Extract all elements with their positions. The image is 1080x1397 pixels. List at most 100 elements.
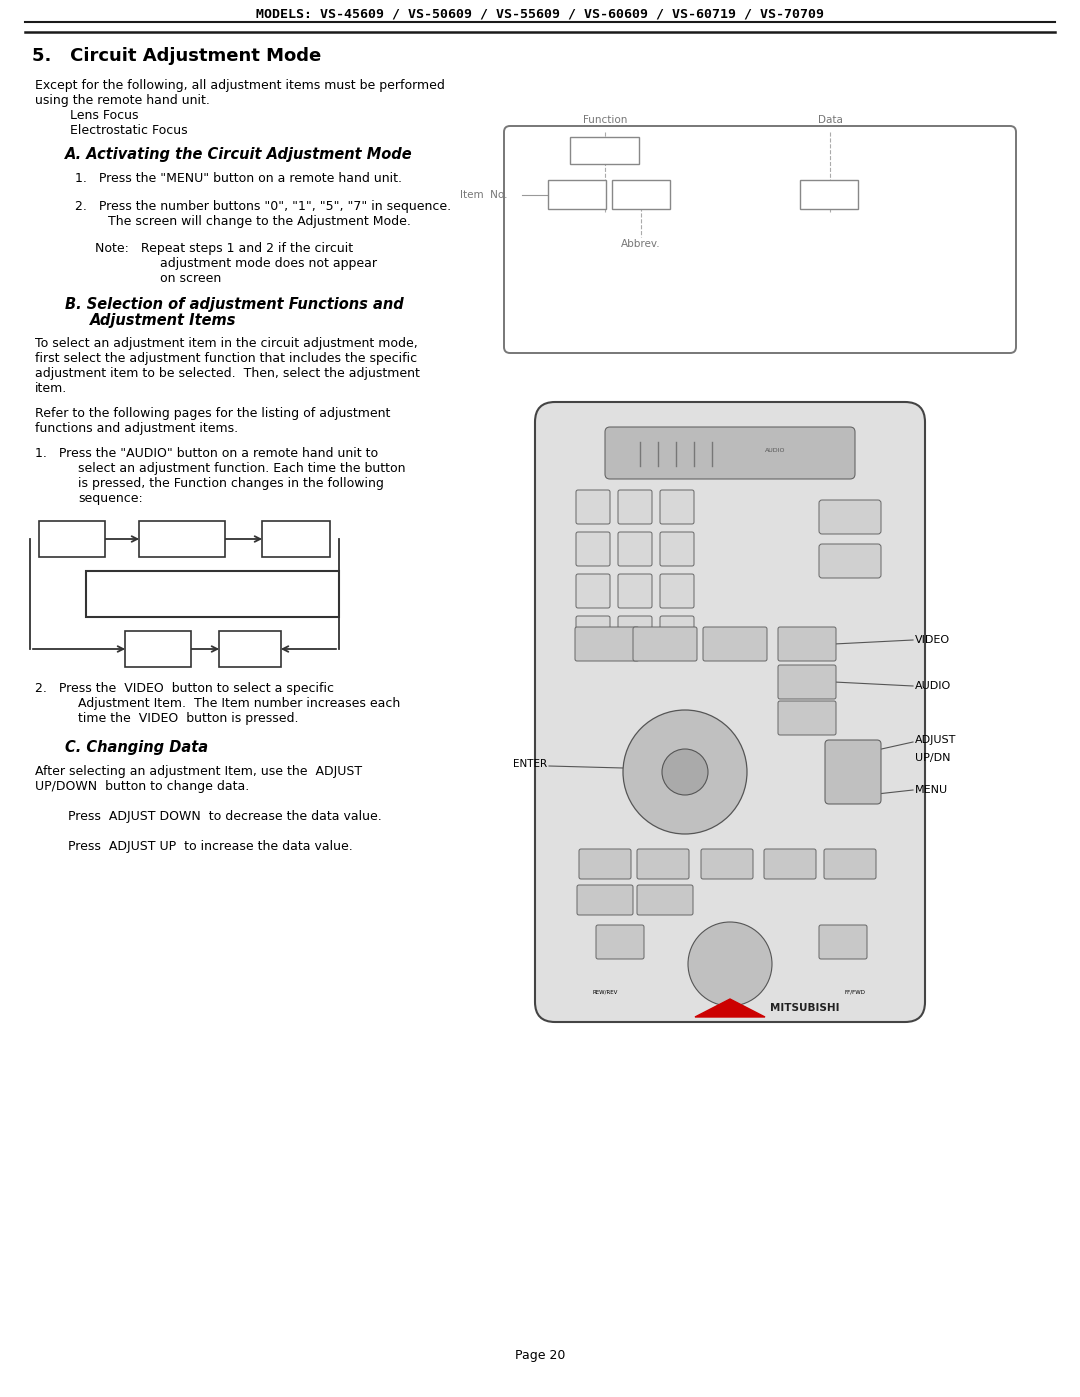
Text: 2.   Press the number buttons "0", "1", "5", "7" in sequence.: 2. Press the number buttons "0", "1", "5… xyxy=(75,200,451,212)
Text: TNT: TNT xyxy=(630,190,652,200)
Text: Function: Function xyxy=(583,115,627,124)
FancyBboxPatch shape xyxy=(660,574,694,608)
FancyBboxPatch shape xyxy=(125,631,191,666)
Text: PLAY: PLAY xyxy=(724,989,737,995)
FancyBboxPatch shape xyxy=(660,490,694,524)
FancyBboxPatch shape xyxy=(819,500,881,534)
FancyBboxPatch shape xyxy=(618,616,652,650)
Text: HR: HR xyxy=(240,643,260,655)
Text: Page 20: Page 20 xyxy=(515,1350,565,1362)
Circle shape xyxy=(623,710,747,834)
FancyBboxPatch shape xyxy=(219,631,281,666)
Text: Except for the following, all adjustment items must be performed: Except for the following, all adjustment… xyxy=(35,80,445,92)
Text: VCJ: VCJ xyxy=(60,532,83,545)
Text: Adjustment Items: Adjustment Items xyxy=(90,313,237,328)
FancyBboxPatch shape xyxy=(139,521,225,557)
Text: adjustment item to be selected.  Then, select the adjustment: adjustment item to be selected. Then, se… xyxy=(35,367,420,380)
Text: first select the adjustment function that includes the specific: first select the adjustment function tha… xyxy=(35,352,417,365)
Text: Press  ADJUST DOWN  to decrease the data value.: Press ADJUST DOWN to decrease the data v… xyxy=(68,810,381,823)
FancyBboxPatch shape xyxy=(548,180,606,210)
Text: 2: 2 xyxy=(633,503,637,511)
FancyBboxPatch shape xyxy=(778,627,836,661)
Text: 1: 1 xyxy=(591,503,595,511)
Circle shape xyxy=(662,749,708,795)
Text: Item  No.: Item No. xyxy=(460,190,508,200)
Text: REW/REV: REW/REV xyxy=(592,989,618,995)
Text: 1.   Press the "AUDIO" button on a remote hand unit to: 1. Press the "AUDIO" button on a remote … xyxy=(35,447,378,460)
Text: PIP: PIP xyxy=(147,643,170,655)
Text: INPUT: INPUT xyxy=(599,641,616,647)
Text: 5.   Circuit Adjustment Mode: 5. Circuit Adjustment Mode xyxy=(32,47,321,66)
Text: SELECT: SELECT xyxy=(653,862,672,866)
Text: C. Changing Data: C. Changing Data xyxy=(65,740,208,754)
FancyBboxPatch shape xyxy=(618,490,652,524)
Text: Adjustment Item.  The Item number increases each: Adjustment Item. The Item number increas… xyxy=(78,697,401,710)
FancyBboxPatch shape xyxy=(605,427,855,479)
FancyBboxPatch shape xyxy=(660,532,694,566)
FancyBboxPatch shape xyxy=(701,849,753,879)
FancyBboxPatch shape xyxy=(819,543,881,578)
Text: 000: 000 xyxy=(819,190,839,200)
Text: MODELS: VS-45609 / VS-50609 / VS-55609 / VS-60609 / VS-60719 / VS-70709: MODELS: VS-45609 / VS-50609 / VS-55609 /… xyxy=(256,7,824,20)
FancyBboxPatch shape xyxy=(703,627,767,661)
Polygon shape xyxy=(696,999,765,1017)
Text: MUTE: MUTE xyxy=(799,715,814,721)
FancyBboxPatch shape xyxy=(39,521,105,557)
Text: HOME: HOME xyxy=(783,862,797,866)
FancyBboxPatch shape xyxy=(637,849,689,879)
Text: MITSUBISHI: MITSUBISHI xyxy=(770,1003,839,1013)
Text: on screen: on screen xyxy=(160,272,221,285)
Text: POWER: POWER xyxy=(838,514,862,520)
Text: Note:   Repeat steps 1 and 2 if the circuit: Note: Repeat steps 1 and 2 if the circui… xyxy=(95,242,353,256)
FancyBboxPatch shape xyxy=(778,701,836,735)
Text: Electrostatic Focus: Electrostatic Focus xyxy=(70,124,188,137)
Text: VIDEO: VIDEO xyxy=(798,641,815,647)
Text: PIP: PIP xyxy=(596,145,612,155)
Text: 9: 9 xyxy=(675,587,679,595)
Text: YUV: YUV xyxy=(282,532,310,545)
Text: 6: 6 xyxy=(675,545,679,553)
Text: A. Activating the Circuit Adjustment Mode: A. Activating the Circuit Adjustment Mod… xyxy=(65,147,413,162)
Text: BACK: BACK xyxy=(598,862,611,866)
Text: After selecting an adjustment Item, use the  ADJUST: After selecting an adjustment Item, use … xyxy=(35,766,362,778)
Text: is pressed, the Function changes in the following: is pressed, the Function changes in the … xyxy=(78,476,383,490)
FancyBboxPatch shape xyxy=(618,532,652,566)
Text: select an adjustment function. Each time the button: select an adjustment function. Each time… xyxy=(78,462,405,475)
Text: 7: 7 xyxy=(591,587,595,595)
Text: AUDIO: AUDIO xyxy=(798,679,815,685)
Text: 2.   Press the  VIDEO  button to select a specific: 2. Press the VIDEO button to select a sp… xyxy=(35,682,334,694)
FancyBboxPatch shape xyxy=(618,574,652,608)
Text: Refer to the following pages for the listing of adjustment: Refer to the following pages for the lis… xyxy=(35,407,390,420)
Text: 5: 5 xyxy=(633,545,637,553)
FancyBboxPatch shape xyxy=(778,665,836,698)
Text: Press  ADJUST UP  to increase the data value.: Press ADJUST UP to increase the data val… xyxy=(68,840,353,854)
FancyBboxPatch shape xyxy=(576,574,610,608)
Text: CHANNEL: CHANNEL xyxy=(652,641,678,647)
Text: AUDIO: AUDIO xyxy=(765,447,785,453)
FancyBboxPatch shape xyxy=(596,925,644,958)
FancyBboxPatch shape xyxy=(577,886,633,915)
Text: STOP: STOP xyxy=(612,940,627,944)
Text: time the  VIDEO  button is pressed.: time the VIDEO button is pressed. xyxy=(78,712,298,725)
Text: The screen will change to the Adjustment Mode.: The screen will change to the Adjustment… xyxy=(108,215,410,228)
Text: ADJUST: ADJUST xyxy=(915,735,957,745)
Text: MENU: MENU xyxy=(915,785,948,795)
FancyBboxPatch shape xyxy=(764,849,816,879)
Text: adjustment mode does not appear: adjustment mode does not appear xyxy=(160,257,377,270)
Text: FACH: FACH xyxy=(659,897,672,902)
FancyBboxPatch shape xyxy=(535,402,924,1023)
Text: using the remote hand unit.: using the remote hand unit. xyxy=(35,94,210,108)
Text: CH: CH xyxy=(672,629,683,637)
Text: Data: Data xyxy=(818,115,842,124)
Text: ENTER: ENTER xyxy=(513,759,546,768)
FancyBboxPatch shape xyxy=(660,616,694,650)
Text: ADJUST: ADJUST xyxy=(842,767,863,773)
Circle shape xyxy=(688,922,772,1006)
Text: 3: 3 xyxy=(675,503,679,511)
FancyBboxPatch shape xyxy=(576,616,610,650)
Text: 8: 8 xyxy=(633,587,637,595)
Text: AUDIO: AUDIO xyxy=(160,532,204,545)
FancyBboxPatch shape xyxy=(576,490,610,524)
Text: sequence:: sequence: xyxy=(78,492,143,504)
Text: item.: item. xyxy=(35,381,67,395)
